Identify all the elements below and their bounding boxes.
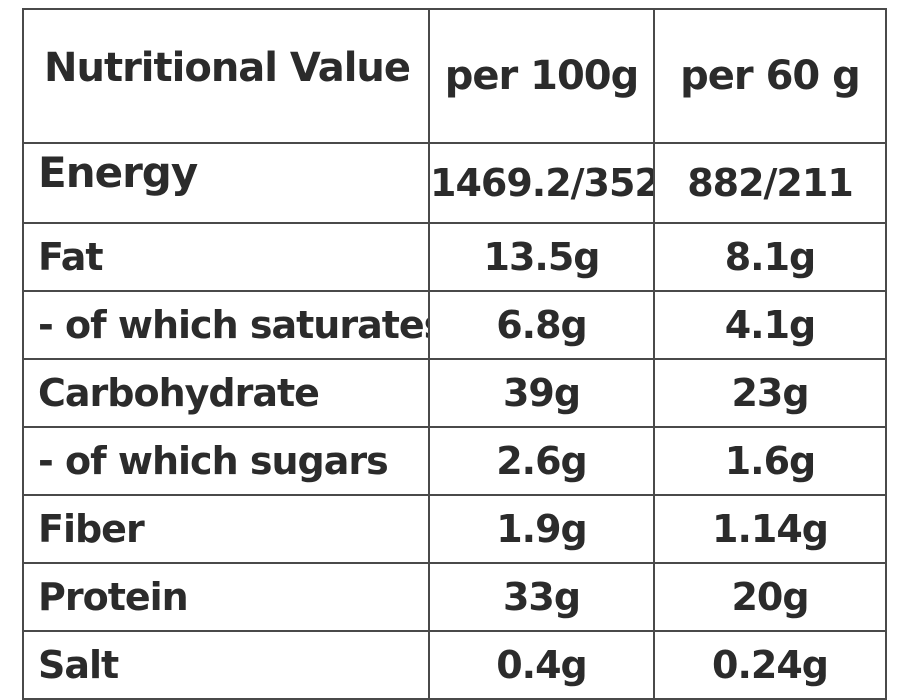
- row-value-per-100g: 39g: [428, 358, 655, 428]
- table-row: Fat 13.5g 8.1g: [22, 222, 887, 292]
- row-value-per-100g: 33g: [428, 562, 655, 632]
- table-row: Carbohydrate 39g 23g: [22, 358, 887, 428]
- row-value-per-100g: 1469.2/352: [428, 142, 655, 224]
- row-value-per-60g: 20g: [653, 562, 887, 632]
- row-value-per-100g: 2.6g: [428, 426, 655, 496]
- table-row: Protein 33g 20g: [22, 562, 887, 632]
- row-value-per-100g: 0.4g: [428, 630, 655, 700]
- header-per-60g: per 60 g: [653, 8, 887, 144]
- row-label: Fiber: [22, 494, 430, 564]
- nutrition-table: Nutritional Value per 100g per 60 g Ener…: [22, 8, 887, 700]
- row-value-per-100g: 6.8g: [428, 290, 655, 360]
- table-row: - of which saturates 6.8g 4.1g: [22, 290, 887, 360]
- row-value-per-60g: 1.6g: [653, 426, 887, 496]
- table-header-row: Nutritional Value per 100g per 60 g: [22, 8, 887, 144]
- row-label: - of which saturates: [22, 290, 430, 360]
- row-value-per-60g: 8.1g: [653, 222, 887, 292]
- row-value-per-60g: 1.14g: [653, 494, 887, 564]
- header-nutritional-value: Nutritional Value: [22, 8, 430, 144]
- table-row: Salt 0.4g 0.24g: [22, 630, 887, 700]
- row-label: Protein: [22, 562, 430, 632]
- table-row: Energy 1469.2/352 882/211: [22, 142, 887, 224]
- row-label: Salt: [22, 630, 430, 700]
- row-label: Carbohydrate: [22, 358, 430, 428]
- row-value-per-100g: 1.9g: [428, 494, 655, 564]
- row-label: Energy: [22, 142, 430, 224]
- row-label: Fat: [22, 222, 430, 292]
- table-row: - of which sugars 2.6g 1.6g: [22, 426, 887, 496]
- row-label: - of which sugars: [22, 426, 430, 496]
- header-per-100g: per 100g: [428, 8, 655, 144]
- row-value-per-60g: 23g: [653, 358, 887, 428]
- row-value-per-60g: 4.1g: [653, 290, 887, 360]
- table-row: Fiber 1.9g 1.14g: [22, 494, 887, 564]
- row-value-per-100g: 13.5g: [428, 222, 655, 292]
- row-value-per-60g: 882/211: [653, 142, 887, 224]
- row-value-per-60g: 0.24g: [653, 630, 887, 700]
